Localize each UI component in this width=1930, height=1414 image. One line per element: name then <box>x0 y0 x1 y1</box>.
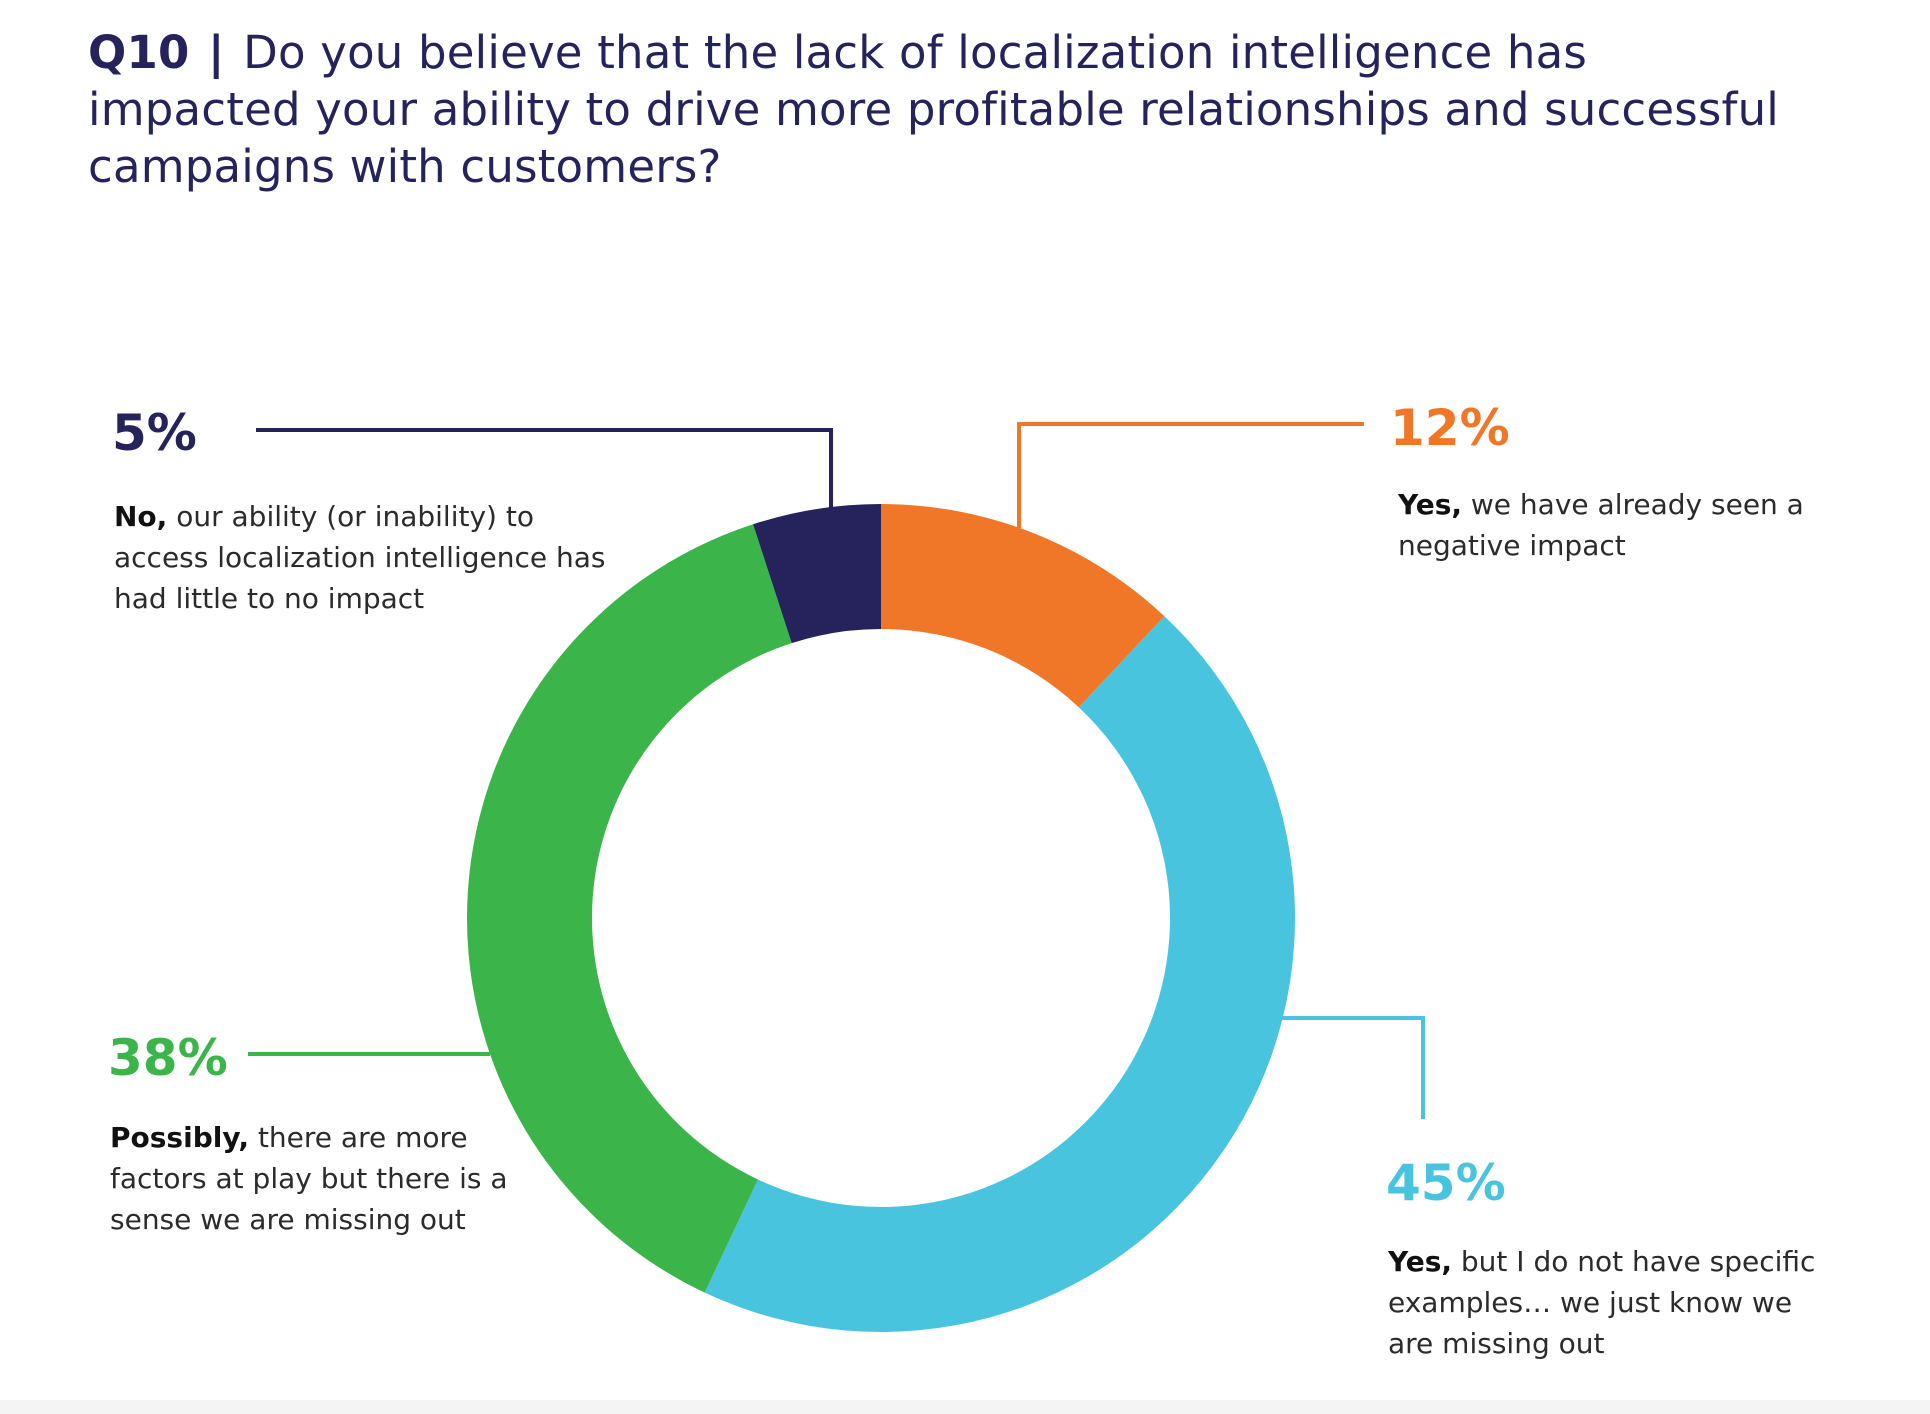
slice-negative-impact <box>881 504 1165 708</box>
question-separator: | <box>208 26 225 79</box>
description-text: there are more factors at play but there… <box>110 1121 508 1236</box>
leader-line-missing-out <box>1280 1016 1425 1119</box>
pct-label-missing-out: 45% <box>1386 1154 1506 1212</box>
percentage-labels: 5% 12% 38% 45% <box>108 399 1510 1212</box>
question-number: Q10 <box>88 26 190 79</box>
description-lead: No, <box>114 500 168 533</box>
pct-label-negative-impact: 12% <box>1390 399 1510 457</box>
description-negative-impact: Yes, we have already seen a negative imp… <box>1398 484 1828 566</box>
leader-line-no-impact <box>256 428 833 510</box>
description-lead: Possibly, <box>110 1121 250 1154</box>
description-possibly: Possibly, there are more factors at play… <box>110 1117 530 1240</box>
leader-line-negative-impact <box>1017 422 1364 530</box>
description-text: our ability (or inability) to access loc… <box>114 500 606 615</box>
description-missing-out: Yes, but I do not have specific examples… <box>1388 1241 1838 1364</box>
slice-no-impact <box>753 504 881 644</box>
question-text: Do you believe that the lack of localiza… <box>88 26 1780 193</box>
page-title: Q10 | Do you believe that the lack of lo… <box>88 24 1808 195</box>
description-no-impact: No, our ability (or inability) to access… <box>114 496 614 619</box>
leader-lines <box>248 422 1425 1119</box>
page-bottom-strip <box>0 1400 1930 1414</box>
description-lead: Yes, <box>1388 1245 1452 1278</box>
slice-possibly <box>466 524 792 1293</box>
donut-slices <box>466 504 1295 1332</box>
pct-label-possibly: 38% <box>108 1029 228 1087</box>
description-lead: Yes, <box>1398 488 1462 521</box>
description-text: we have already seen a negative impact <box>1398 488 1804 562</box>
slice-missing-out <box>704 616 1295 1332</box>
description-text: but I do not have specific examples… we … <box>1388 1245 1816 1360</box>
pct-label-no-impact: 5% <box>112 404 197 462</box>
